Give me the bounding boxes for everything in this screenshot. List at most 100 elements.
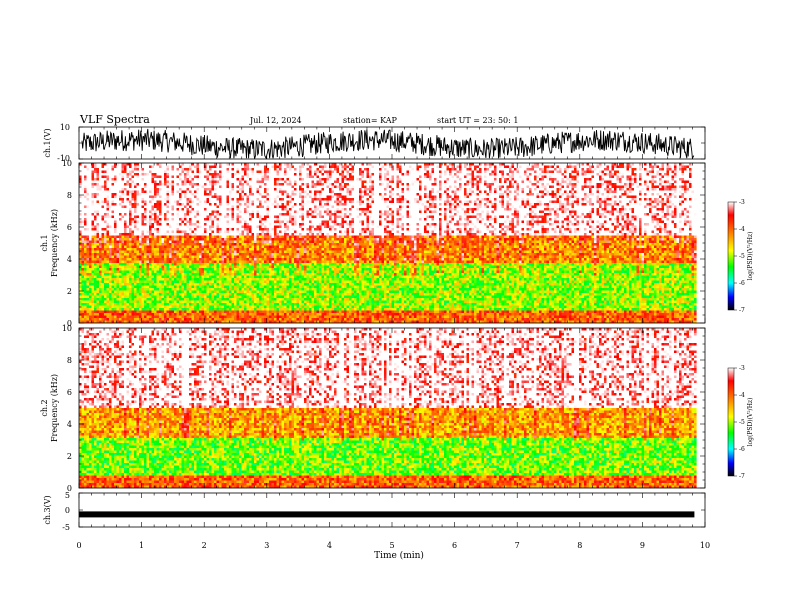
- heatmap-cell: [119, 178, 122, 181]
- heatmap-cell: [197, 296, 200, 299]
- heatmap-cell: [127, 318, 130, 321]
- heatmap-cell: [184, 241, 187, 244]
- heatmap-cell: [234, 281, 237, 284]
- heatmap-cell: [164, 266, 167, 269]
- heatmap-cell: [112, 266, 115, 269]
- heatmap-cell: [169, 218, 172, 221]
- heatmap-cell: [134, 218, 137, 221]
- heatmap-cell: [122, 286, 125, 289]
- heatmap-cell: [204, 231, 207, 234]
- heatmap-cell: [84, 188, 87, 191]
- heatmap-cell: [232, 286, 235, 289]
- heatmap-cell: [157, 168, 160, 171]
- heatmap-cell: [97, 166, 100, 169]
- heatmap-cell: [182, 226, 185, 229]
- heatmap-cell: [174, 248, 177, 251]
- heatmap-cell: [124, 218, 127, 221]
- heatmap-cell: [109, 293, 112, 296]
- heatmap-cell: [197, 306, 200, 309]
- heatmap-cell: [227, 236, 230, 239]
- heatmap-cell: [224, 316, 227, 319]
- heatmap-cell: [239, 251, 242, 254]
- heatmap-cell: [144, 276, 147, 279]
- heatmap-cell: [84, 191, 87, 194]
- heatmap-cell: [107, 213, 110, 216]
- heatmap-cell: [84, 213, 87, 216]
- heatmap-cell: [99, 181, 102, 184]
- heatmap-cell: [104, 196, 107, 199]
- heatmap-cell: [244, 176, 247, 179]
- heatmap-cell: [119, 176, 122, 179]
- heatmap-cell: [109, 173, 112, 176]
- heatmap-cell: [217, 216, 220, 219]
- heatmap-cell: [107, 278, 110, 281]
- heatmap-cell: [152, 306, 155, 309]
- heatmap-cell: [167, 258, 170, 261]
- heatmap-cell: [194, 221, 197, 224]
- heatmap-cell: [167, 238, 170, 241]
- heatmap-cell: [222, 181, 225, 184]
- heatmap-cell: [124, 173, 127, 176]
- heatmap-cell: [124, 213, 127, 216]
- heatmap-cell: [112, 306, 115, 309]
- heatmap-cell: [229, 231, 232, 234]
- heatmap-cell: [109, 183, 112, 186]
- heatmap-cell: [157, 203, 160, 206]
- heatmap-cell: [197, 318, 200, 321]
- heatmap-cell: [184, 298, 187, 301]
- heatmap-cell: [242, 266, 245, 269]
- heatmap-cell: [167, 228, 170, 231]
- heatmap-cell: [192, 261, 195, 264]
- heatmap-cell: [89, 271, 92, 274]
- heatmap-cell: [239, 171, 242, 174]
- heatmap-cell: [197, 186, 200, 189]
- heatmap-cell: [87, 241, 90, 244]
- heatmap-cell: [247, 243, 250, 246]
- station-label: station= KAP: [343, 116, 398, 125]
- heatmap-cell: [147, 281, 150, 284]
- heatmap-cell: [227, 288, 230, 291]
- heatmap-cell: [197, 248, 200, 251]
- heatmap-cell: [144, 218, 147, 221]
- heatmap-cell: [214, 218, 217, 221]
- heatmap-cell: [87, 271, 90, 274]
- heatmap-cell: [199, 233, 202, 236]
- heatmap-cell: [179, 198, 182, 201]
- heatmap-cell: [102, 226, 105, 229]
- heatmap-cell: [214, 228, 217, 231]
- heatmap-cell: [237, 188, 240, 191]
- heatmap-cell: [154, 243, 157, 246]
- heatmap-cell: [187, 306, 190, 309]
- heatmap-cell: [134, 243, 137, 246]
- heatmap-cell: [137, 186, 140, 189]
- heatmap-cell: [239, 243, 242, 246]
- heatmap-cell: [234, 243, 237, 246]
- heatmap-cell: [132, 198, 135, 201]
- heatmap-cell: [137, 193, 140, 196]
- heatmap-cell: [189, 191, 192, 194]
- heatmap-cell: [102, 181, 105, 184]
- heatmap-cell: [84, 258, 87, 261]
- heatmap-cell: [204, 241, 207, 244]
- heatmap-cell: [144, 238, 147, 241]
- heatmap-cell: [184, 288, 187, 291]
- heatmap-cell: [237, 238, 240, 241]
- heatmap-cell: [92, 256, 95, 259]
- heatmap-cell: [209, 206, 212, 209]
- heatmap-cell: [92, 243, 95, 246]
- heatmap-cell: [244, 271, 247, 274]
- heatmap-cell: [202, 288, 205, 291]
- heatmap-cell: [217, 223, 220, 226]
- heatmap-cell: [212, 166, 215, 169]
- heatmap-cell: [104, 273, 107, 276]
- heatmap-cell: [187, 168, 190, 171]
- heatmap-cell: [212, 303, 215, 306]
- heatmap-cell: [184, 178, 187, 181]
- heatmap-cell: [139, 266, 142, 269]
- heatmap-cell: [102, 278, 105, 281]
- heatmap-cell: [112, 298, 115, 301]
- heatmap-cell: [237, 316, 240, 319]
- heatmap-cell: [97, 291, 100, 294]
- heatmap-cell: [242, 301, 245, 304]
- heatmap-cell: [122, 308, 125, 311]
